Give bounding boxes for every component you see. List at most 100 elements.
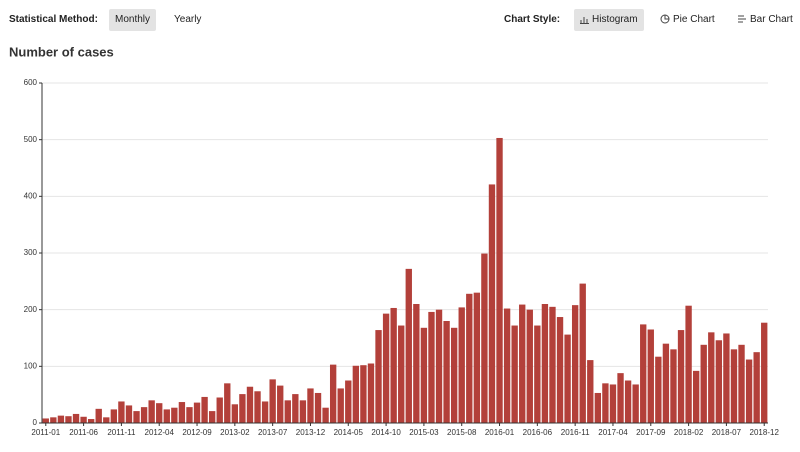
bar [50, 417, 57, 423]
bar [428, 311, 435, 423]
bar [556, 317, 564, 423]
bar [352, 365, 360, 423]
bar [715, 340, 723, 423]
x-tick-label: 2011-06 [69, 428, 98, 437]
pie-icon [660, 14, 670, 24]
bar [103, 417, 110, 423]
bar [87, 419, 95, 423]
bar [314, 392, 322, 423]
bar [738, 344, 745, 423]
bar [647, 329, 654, 423]
style-button[interactable]: Bar Chart [732, 9, 799, 31]
chart-title: Number of cases [9, 44, 114, 59]
bar [345, 380, 352, 423]
bar [239, 394, 246, 423]
style-button[interactable]: Pie Chart [654, 9, 721, 31]
y-tick-label: 500 [24, 135, 38, 144]
bar [745, 359, 753, 423]
bar [534, 325, 541, 423]
method-button[interactable]: Yearly [174, 14, 202, 25]
bar [186, 407, 193, 423]
bar [224, 383, 231, 423]
x-tick-label: 2016-06 [523, 428, 553, 437]
y-tick-label: 600 [24, 78, 38, 87]
bar [299, 400, 307, 423]
bar [753, 352, 760, 423]
bar [420, 327, 428, 423]
bar [670, 349, 677, 423]
bar [587, 360, 594, 423]
bar [337, 388, 344, 423]
bar [125, 405, 133, 423]
bar [624, 380, 632, 423]
x-tick-label: 2011-11 [107, 428, 136, 437]
bar [57, 415, 65, 423]
bar [269, 379, 276, 423]
y-tick-label: 0 [33, 418, 38, 427]
y-tick-label: 200 [24, 305, 38, 314]
y-tick-label: 400 [24, 191, 38, 200]
bar [261, 401, 269, 423]
method-button[interactable]: Monthly [109, 9, 157, 31]
style-button-label: Pie Chart [673, 14, 715, 25]
x-tick-label: 2013-02 [220, 428, 250, 437]
bar [730, 349, 738, 423]
bar [171, 407, 178, 423]
bar [398, 325, 405, 423]
bar [375, 330, 382, 423]
bar [216, 397, 223, 423]
x-tick-label: 2016-11 [561, 428, 590, 437]
bar [723, 333, 730, 423]
bar [254, 391, 261, 423]
bar [571, 305, 579, 423]
bar [443, 321, 450, 423]
bar [360, 365, 367, 423]
bar [579, 283, 586, 423]
bar [65, 416, 72, 423]
method-label: Statistical Method: [9, 14, 98, 25]
bar [193, 402, 201, 423]
bar [617, 373, 624, 423]
bar [80, 416, 87, 423]
bar [307, 388, 314, 423]
bar [246, 386, 254, 423]
x-tick-label: 2012-04 [145, 428, 175, 437]
bar [488, 184, 496, 423]
x-tick-label: 2012-09 [182, 428, 212, 437]
style-button-label: Bar Chart [750, 14, 793, 25]
bar [231, 404, 239, 423]
bar [519, 304, 526, 423]
bar [405, 268, 412, 423]
x-tick-label: 2014-05 [334, 428, 364, 437]
bar [329, 364, 337, 423]
bar [72, 413, 80, 423]
bar [208, 411, 216, 423]
bar [292, 394, 299, 423]
bar [549, 306, 556, 423]
bar [163, 409, 170, 423]
x-tick-label: 2018-12 [750, 428, 780, 437]
bar [594, 392, 602, 423]
bar [140, 407, 148, 423]
bar [700, 344, 707, 423]
bar [602, 383, 609, 423]
bar [685, 305, 692, 423]
x-tick-label: 2013-07 [258, 428, 288, 437]
bar [435, 309, 443, 423]
bar [640, 324, 647, 423]
bar [458, 307, 465, 423]
bar [118, 401, 125, 423]
bar [390, 307, 397, 423]
bar [632, 384, 639, 423]
x-tick-label: 2016-01 [485, 428, 515, 437]
style-button[interactable]: Histogram [574, 9, 644, 31]
bar [110, 409, 118, 423]
bar [413, 304, 420, 423]
bar [95, 408, 102, 423]
bar [481, 253, 488, 423]
bar [133, 411, 140, 423]
x-tick-label: 2015-08 [447, 428, 477, 437]
bar [201, 396, 208, 423]
bar [655, 356, 662, 423]
